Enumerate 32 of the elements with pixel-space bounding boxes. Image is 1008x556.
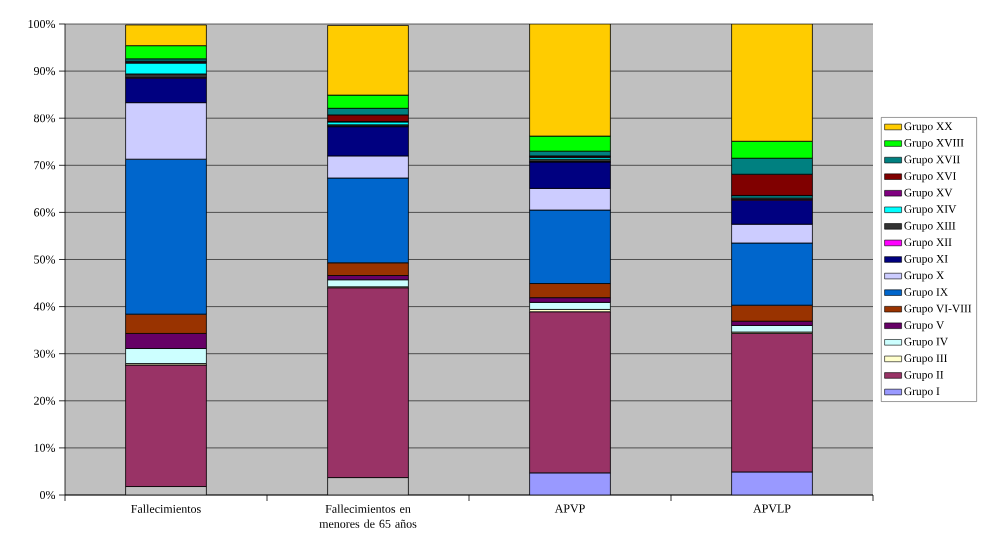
legend-label: Grupo VI-VIII [904, 304, 972, 315]
y-tick-label: 40% [33, 302, 56, 311]
y-tick-label: 60% [34, 208, 56, 217]
legend-label: Grupo X [904, 271, 945, 282]
legend-label: Grupo XIV [904, 205, 957, 216]
y-tick-label: 20% [34, 396, 56, 405]
y-tick-label: 70% [34, 161, 56, 170]
legend-label: Grupo XX [904, 122, 953, 133]
legend-label: Grupo I [904, 387, 940, 398]
y-tick-label: 80% [34, 114, 56, 123]
x-tick-label: Fallecimientos [131, 504, 201, 513]
y-tick-label: 100% [28, 19, 56, 29]
legend-label: Grupo XVII [904, 155, 960, 166]
legend-label: Grupo IV [904, 337, 948, 348]
legend-label: Grupo XI [904, 254, 948, 265]
y-tick-label: 90% [33, 67, 56, 76]
x-tick-label: APVP [554, 504, 585, 513]
legend-label: Grupo II [904, 370, 944, 381]
legend-label: Grupo IX [904, 288, 948, 299]
y-tick-label: 0% [39, 490, 56, 500]
y-tick-label: 30% [34, 349, 56, 358]
legend-label: Grupo III [904, 354, 948, 365]
legend-label: Grupo XII [904, 238, 952, 249]
legend-label: Grupo V [904, 321, 945, 332]
legend-label: Grupo XVI [904, 172, 956, 183]
y-tick-label: 50% [34, 255, 56, 264]
legend-label: Grupo XIII [904, 221, 956, 232]
legend-label: Grupo XVIII [904, 139, 964, 150]
x-tick-label: Fallecimientos en menores de 65 años [319, 504, 417, 528]
x-tick-label: APVLP [753, 504, 791, 513]
y-tick-label: 10% [34, 443, 56, 452]
legend-label: Grupo XV [904, 188, 953, 199]
